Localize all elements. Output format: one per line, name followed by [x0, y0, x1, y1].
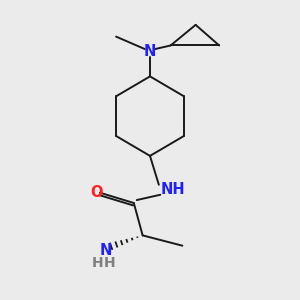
Text: NH: NH — [160, 182, 185, 197]
Text: O: O — [90, 185, 103, 200]
Text: N: N — [100, 243, 112, 258]
Text: H: H — [103, 256, 115, 270]
Text: H: H — [92, 256, 103, 270]
Text: N: N — [144, 44, 156, 59]
